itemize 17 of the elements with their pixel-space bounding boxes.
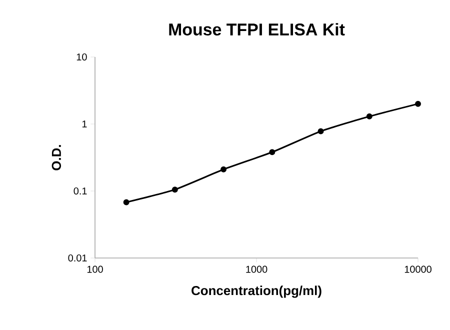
- x-tick-label: 100: [87, 266, 103, 273]
- point: [269, 149, 276, 156]
- x-tick-label: 1000: [246, 266, 268, 273]
- x-tick-label: 10000: [404, 266, 432, 273]
- chart-title: Mouse TFPI ELISA Kit: [169, 23, 345, 36]
- y-axis-title: O.D.: [52, 145, 61, 170]
- point: [415, 100, 421, 107]
- y-tick-label: 1: [82, 120, 87, 128]
- y-tick-label: 10: [76, 53, 87, 61]
- point: [123, 199, 130, 206]
- point: [318, 128, 324, 134]
- y-tick-label: 0.01: [68, 254, 87, 262]
- y-tick-label: 0.1: [74, 187, 87, 195]
- point: [366, 113, 372, 120]
- x-axis-title: Concentration(pg/ml): [192, 286, 322, 298]
- point: [172, 186, 178, 193]
- point: [220, 166, 227, 172]
